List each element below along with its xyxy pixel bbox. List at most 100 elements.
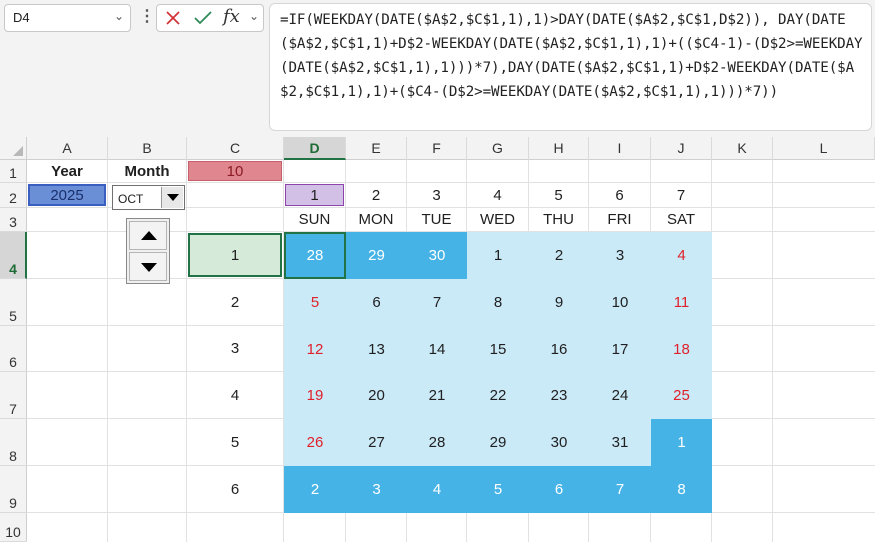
- column-header-g[interactable]: G: [467, 137, 529, 160]
- calendar-day-cell[interactable]: 31: [589, 419, 651, 466]
- month-dropdown-button[interactable]: [161, 187, 183, 208]
- column-header-c[interactable]: C: [187, 137, 284, 160]
- row-header-10[interactable]: 10: [0, 513, 27, 542]
- weekday-number-cell[interactable]: 6: [615, 186, 624, 204]
- day-name-cell-fri[interactable]: FRI: [607, 211, 632, 228]
- week-number-cell[interactable]: 5: [230, 433, 240, 451]
- column-header-a[interactable]: A: [27, 137, 108, 160]
- column-header-k[interactable]: K: [712, 137, 773, 160]
- name-box[interactable]: D4 ⌄: [4, 4, 131, 32]
- column-header-d[interactable]: D: [284, 137, 346, 160]
- calendar-day-cell[interactable]: 30: [529, 419, 589, 466]
- worksheet-grid[interactable]: Year Month 10 2025 1 2 3 4 5 6 7 SUN MON TUE WED THU FRI…: [27, 160, 875, 542]
- week-number-cell[interactable]: 4: [230, 386, 240, 404]
- calendar-day-cell[interactable]: 2: [529, 232, 589, 279]
- row-header-5[interactable]: 5: [0, 279, 27, 326]
- formula-input[interactable]: =IF(WEEKDAY(DATE($A$2,$C$1,1),1)>DAY(DAT…: [269, 3, 872, 131]
- row-header-8[interactable]: 8: [0, 419, 27, 466]
- calendar-day-cell[interactable]: 29: [467, 419, 529, 466]
- expand-formula-icon[interactable]: ⌄: [249, 9, 260, 23]
- calendar-day-cell[interactable]: 24: [589, 372, 651, 419]
- calendar-day-cell[interactable]: 18: [651, 326, 712, 372]
- calendar-day-cell[interactable]: 6: [346, 279, 407, 326]
- calendar-day-cell[interactable]: 26: [284, 419, 346, 466]
- calendar-day-cell[interactable]: 16: [529, 326, 589, 372]
- month-header-cell[interactable]: Month: [124, 162, 170, 180]
- weekday-number-cell[interactable]: 2: [371, 186, 381, 204]
- calendar-day-cell[interactable]: 28: [407, 419, 467, 466]
- calendar-day-cell[interactable]: 25: [651, 372, 712, 419]
- row-header-7[interactable]: 7: [0, 372, 27, 419]
- calendar-day-cell[interactable]: 29: [346, 232, 407, 279]
- row-header-2[interactable]: 2: [0, 183, 27, 208]
- week-number-cell[interactable]: 6: [230, 480, 240, 498]
- week-number-cell[interactable]: 2: [230, 293, 240, 311]
- calendar-day-cell[interactable]: 22: [467, 372, 529, 419]
- row-header-1[interactable]: 1: [0, 160, 27, 183]
- calendar-day-cell[interactable]: 4: [407, 466, 467, 513]
- calendar-day-cell[interactable]: 8: [651, 466, 712, 513]
- month-number-cell[interactable]: 10: [188, 161, 282, 181]
- calendar-day-cell[interactable]: 15: [467, 326, 529, 372]
- day-name-cell-sun[interactable]: SUN: [298, 211, 331, 228]
- weekday-number-cell[interactable]: 7: [676, 186, 686, 204]
- enter-check-icon[interactable]: [193, 10, 213, 26]
- week-spinner[interactable]: [126, 218, 170, 284]
- calendar-day-cell[interactable]: 1: [467, 232, 529, 279]
- row-header-9[interactable]: 9: [0, 466, 27, 513]
- row-header-3[interactable]: 3: [0, 208, 27, 232]
- calendar-day-cell[interactable]: 23: [529, 372, 589, 419]
- week-number-cell[interactable]: 3: [230, 340, 240, 357]
- calendar-day-cell[interactable]: 8: [467, 279, 529, 326]
- calendar-day-cell[interactable]: 30: [407, 232, 467, 279]
- cancel-icon[interactable]: [165, 10, 181, 26]
- calendar-day-cell[interactable]: 27: [346, 419, 407, 466]
- calendar-day-cell[interactable]: 7: [589, 466, 651, 513]
- calendar-day-cell[interactable]: 1: [651, 419, 712, 466]
- calendar-day-cell[interactable]: 6: [529, 466, 589, 513]
- weekday-number-cell[interactable]: 1: [285, 184, 344, 206]
- calendar-day-cell[interactable]: 20: [346, 372, 407, 419]
- column-header-h[interactable]: H: [529, 137, 589, 160]
- day-name-cell-mon[interactable]: MON: [358, 211, 394, 228]
- calendar-day-cell[interactable]: 10: [589, 279, 651, 326]
- month-dropdown[interactable]: OCT: [112, 185, 185, 210]
- row-header-6[interactable]: 6: [0, 326, 27, 372]
- spinner-down-button[interactable]: [129, 252, 167, 281]
- column-header-b[interactable]: B: [108, 137, 187, 160]
- calendar-day-cell[interactable]: 13: [346, 326, 407, 372]
- chevron-down-icon[interactable]: ⌄: [113, 9, 124, 23]
- column-header-i[interactable]: I: [589, 137, 651, 160]
- active-cell-d4[interactable]: 28: [284, 232, 346, 279]
- calendar-day-cell[interactable]: 2: [284, 466, 346, 513]
- select-all-corner[interactable]: [0, 137, 27, 160]
- weekday-number-cell[interactable]: 5: [554, 186, 563, 204]
- day-name-cell-wed[interactable]: WED: [480, 211, 515, 228]
- calendar-day-cell[interactable]: 11: [651, 279, 712, 326]
- calendar-day-cell[interactable]: 14: [407, 326, 467, 372]
- calendar-day-cell[interactable]: 3: [346, 466, 407, 513]
- calendar-day-cell[interactable]: 4: [651, 232, 712, 279]
- calendar-day-cell[interactable]: 3: [589, 232, 651, 279]
- calendar-day-cell[interactable]: 19: [284, 372, 346, 419]
- row-header-4[interactable]: 4: [0, 232, 27, 279]
- calendar-day-cell[interactable]: 12: [284, 326, 346, 372]
- weekday-number-cell[interactable]: 4: [493, 186, 502, 204]
- column-header-l[interactable]: L: [773, 137, 875, 160]
- calendar-day-cell[interactable]: 5: [284, 279, 346, 326]
- calendar-day-cell[interactable]: 9: [529, 279, 589, 326]
- day-name-cell-tue[interactable]: TUE: [421, 211, 452, 228]
- more-options-icon[interactable]: ⋮: [139, 8, 155, 25]
- spinner-up-button[interactable]: [129, 221, 167, 250]
- day-name-cell-sat[interactable]: SAT: [666, 211, 696, 228]
- insert-function-icon[interactable]: fx: [223, 6, 240, 27]
- calendar-day-cell[interactable]: 21: [407, 372, 467, 419]
- column-header-e[interactable]: E: [346, 137, 407, 160]
- year-header-cell[interactable]: Year: [51, 162, 83, 180]
- calendar-day-cell[interactable]: 17: [589, 326, 651, 372]
- year-cell[interactable]: 2025: [28, 184, 106, 206]
- calendar-day-cell[interactable]: 7: [407, 279, 467, 326]
- column-header-f[interactable]: F: [407, 137, 467, 160]
- column-header-j[interactable]: J: [651, 137, 712, 160]
- day-name-cell-thu[interactable]: THU: [543, 211, 574, 228]
